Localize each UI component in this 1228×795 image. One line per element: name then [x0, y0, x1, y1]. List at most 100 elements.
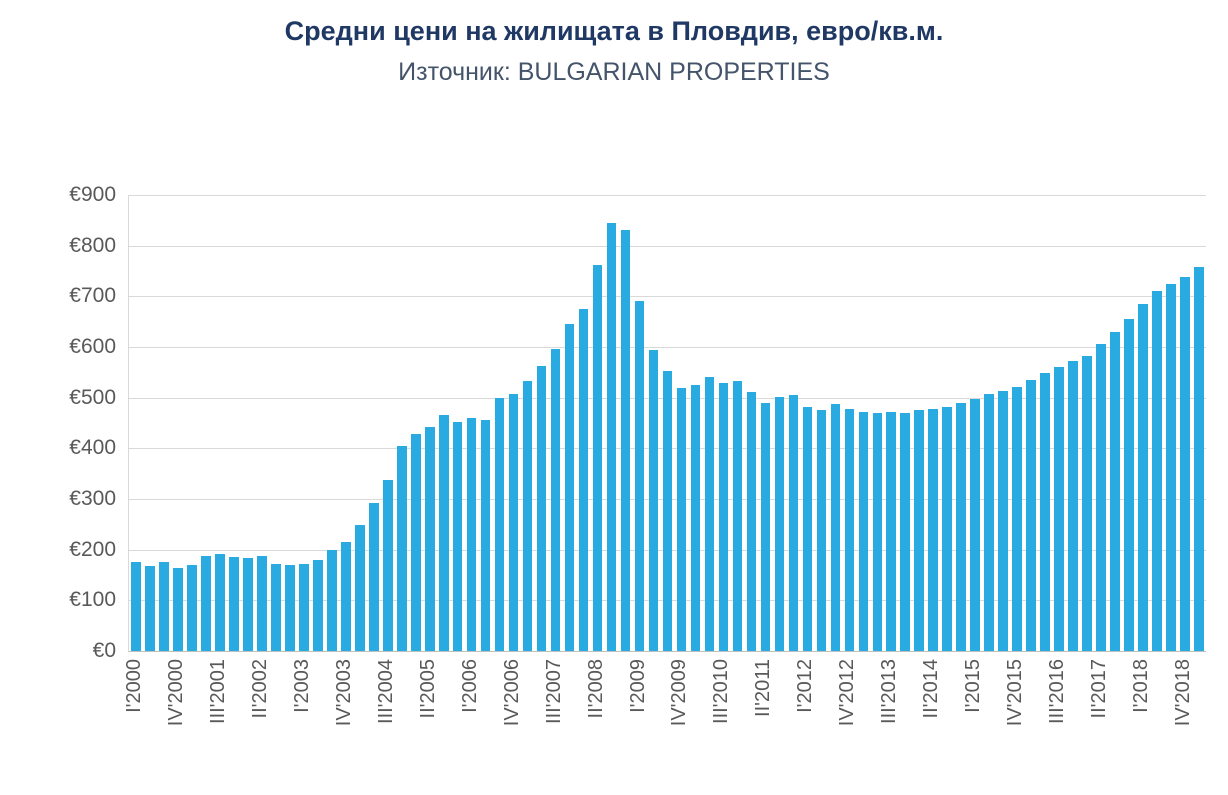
bar — [886, 411, 897, 651]
x-axis-label: IV'2018 — [1172, 659, 1195, 727]
bar — [858, 411, 869, 651]
y-axis-label: €800 — [69, 233, 116, 257]
chart-title: Средни цени на жилищата в Пловдив, евро/… — [284, 16, 944, 46]
x-axis-label: I'2018 — [1130, 659, 1153, 713]
chart-subtitle: Източник: BULGARIAN PROPERTIES — [398, 58, 830, 86]
x-axis-label: III'2007 — [542, 659, 565, 724]
bar — [760, 402, 771, 651]
gridline — [129, 195, 1206, 196]
x-axis-label: IV'2000 — [164, 659, 187, 727]
bar — [928, 408, 939, 651]
bar — [1096, 344, 1106, 651]
bar — [746, 391, 757, 651]
plot-area — [128, 195, 1206, 652]
y-axis-label: €200 — [69, 537, 116, 561]
bar — [676, 387, 687, 651]
bar — [159, 562, 169, 651]
bar — [173, 568, 183, 651]
bar — [396, 445, 407, 651]
bar — [634, 301, 645, 651]
bar — [620, 230, 631, 651]
y-axis-label: €700 — [69, 284, 116, 308]
bar — [536, 366, 547, 651]
y-axis-label: €0 — [92, 639, 116, 662]
bar — [354, 525, 365, 651]
gridline — [129, 296, 1206, 298]
bar — [970, 399, 980, 651]
bar — [313, 559, 323, 651]
bar — [1152, 291, 1162, 651]
bar — [830, 404, 841, 651]
bar — [984, 394, 994, 651]
x-axis-label: III'2010 — [710, 659, 733, 724]
x-axis-label: I'2006 — [458, 659, 481, 713]
bar — [340, 542, 351, 651]
bar — [410, 434, 421, 651]
x-axis-label: III'2016 — [1046, 659, 1069, 724]
bar — [201, 555, 211, 651]
bar — [480, 420, 491, 651]
bar — [131, 562, 141, 651]
bar — [662, 371, 673, 651]
x-axis-label: IV'2012 — [836, 659, 859, 727]
bar — [592, 264, 603, 651]
bar — [508, 394, 519, 651]
bar — [382, 479, 393, 651]
bar — [690, 385, 701, 651]
bar — [1180, 277, 1190, 651]
y-axis-label: €900 — [69, 183, 116, 206]
bar — [1012, 386, 1022, 651]
x-axis-label: II'2011 — [752, 659, 775, 717]
x-axis-label: II'2005 — [416, 659, 439, 719]
bar — [704, 377, 715, 651]
bar — [718, 383, 729, 651]
x-axis-label: I'2015 — [962, 659, 985, 713]
bar — [774, 396, 785, 651]
x-axis-label: I'2009 — [626, 659, 649, 713]
bar — [606, 222, 617, 651]
bar — [788, 395, 799, 651]
bar — [327, 549, 337, 651]
bar — [243, 558, 253, 651]
bar — [872, 412, 883, 651]
y-axis-label: €600 — [69, 335, 116, 358]
bar — [271, 563, 281, 651]
bar — [998, 391, 1008, 651]
bar — [438, 415, 449, 651]
bar — [452, 422, 463, 651]
bar — [229, 556, 239, 651]
bar — [1068, 361, 1078, 651]
y-axis-label: €100 — [69, 588, 116, 612]
x-axis: I'2000 IV'2000 III'2001 II'2002 I'2003 IV'200… — [123, 659, 1205, 785]
bar — [1138, 303, 1148, 651]
bar — [368, 503, 379, 651]
bar — [1040, 373, 1050, 651]
x-axis-label: IV'2015 — [1004, 659, 1027, 727]
y-axis: €0 €100 €200 €300 €400 €500 €600 €700 €800 €900 — [0, 183, 116, 662]
bar — [1166, 283, 1176, 651]
x-axis-label: I'2000 — [123, 659, 145, 713]
bar — [494, 397, 505, 651]
bar — [900, 412, 911, 651]
x-axis-label: III'2013 — [878, 659, 901, 724]
x-axis-label: I'2003 — [290, 659, 313, 713]
bar — [844, 408, 855, 651]
gridline — [129, 347, 1206, 348]
bar — [732, 381, 743, 651]
bar — [578, 308, 589, 651]
bar — [299, 563, 309, 651]
bar — [522, 381, 533, 651]
bar — [424, 427, 435, 651]
x-axis-label: IV'2003 — [332, 659, 355, 727]
bar — [285, 564, 295, 651]
bar — [1082, 356, 1092, 651]
bar — [1054, 367, 1064, 651]
x-axis-label: IV'2009 — [668, 659, 691, 727]
x-axis-label: II'2002 — [248, 659, 271, 719]
x-axis-label: I'2012 — [794, 659, 817, 713]
x-axis-label: III'2004 — [374, 659, 397, 724]
bar — [942, 406, 953, 651]
bar — [550, 349, 561, 651]
y-axis-label: €400 — [69, 436, 116, 460]
